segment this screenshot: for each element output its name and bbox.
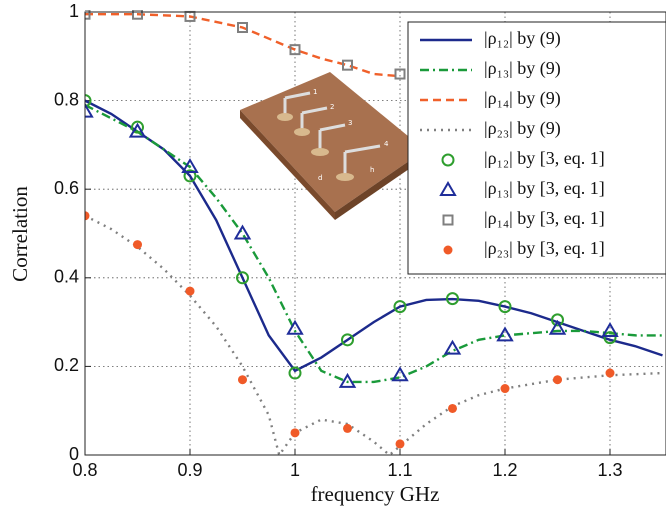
legend-label: |ρ₁₂| by [3, eq. 1] <box>484 148 605 168</box>
marker <box>548 319 567 335</box>
marker <box>238 375 247 385</box>
marker <box>603 331 617 345</box>
y-tick-label: 0.4 <box>54 267 79 287</box>
y-tick-label: 0.8 <box>54 89 79 109</box>
marker <box>233 224 252 240</box>
marker <box>85 102 94 118</box>
legend-marker <box>439 181 457 196</box>
marker <box>85 10 91 20</box>
y-tick-label: 0 <box>69 444 79 464</box>
x-axis-label: frequency GHz <box>311 482 440 506</box>
inset-label: d <box>318 174 322 182</box>
series-line <box>85 99 663 373</box>
marker <box>443 339 462 355</box>
legend-box <box>407 21 666 275</box>
plot-area <box>85 10 663 457</box>
legend-label: |ρ₂₃| by [3, eq. 1] <box>484 238 605 258</box>
legend-label: |ρ₁₄| by [3, eq. 1] <box>484 208 605 228</box>
marker <box>286 319 304 335</box>
marker <box>338 372 357 388</box>
marker <box>498 300 512 314</box>
x-tick-label: 0.8 <box>72 460 97 480</box>
pads <box>277 113 354 181</box>
marker <box>393 300 407 314</box>
marker <box>237 22 248 34</box>
marker <box>85 211 90 221</box>
x-tick-label: 1.2 <box>492 460 517 480</box>
marker <box>236 271 249 285</box>
legend-marker <box>443 245 453 255</box>
y-tick-label: 0.2 <box>54 355 79 375</box>
marker <box>553 375 562 385</box>
axes-frame <box>84 11 666 456</box>
marker <box>128 122 147 138</box>
marker <box>181 158 199 174</box>
marker <box>343 423 352 433</box>
monopoles <box>283 91 381 175</box>
legend-marker <box>441 153 455 167</box>
marker <box>288 366 302 380</box>
legend-label: |ρ₁₃| by (9) <box>484 58 561 79</box>
marker <box>131 120 144 134</box>
marker <box>601 321 619 337</box>
legend: |ρ₁₂| by (9) |ρ₁₃| by (9) |ρ₁₄| by (9) |ρ₂₃… <box>407 21 666 275</box>
legend-label: |ρ₁₂| by (9) <box>484 28 561 49</box>
series-line <box>85 214 663 457</box>
legend-label: |ρ₂₃| by (9) <box>484 118 561 139</box>
marker <box>185 286 195 296</box>
inset-label: 2 <box>330 103 334 111</box>
marker <box>342 59 353 71</box>
marker <box>85 94 92 108</box>
legend-marker <box>442 214 454 226</box>
legend-label: |ρ₁₃| by [3, eq. 1] <box>484 178 605 198</box>
marker <box>341 333 354 347</box>
series-line <box>85 103 663 384</box>
marker <box>500 384 510 394</box>
x-tick-label: 1.1 <box>387 460 412 480</box>
inset-label: 1 <box>313 88 317 96</box>
y-axis-label: Correlation <box>8 186 32 282</box>
marker <box>496 326 514 342</box>
inset-label: h <box>370 166 374 174</box>
marker <box>290 428 300 438</box>
inset-label: 3 <box>348 119 352 127</box>
marker <box>395 439 405 449</box>
x-tick-label: 0.9 <box>177 460 202 480</box>
x-tick-label: 1 <box>290 460 300 480</box>
marker <box>391 366 409 382</box>
y-tick-label: 0.6 <box>54 178 79 198</box>
marker <box>289 44 301 56</box>
inset-photo: 1 2 3 4 d h <box>240 72 425 220</box>
board-edge <box>240 110 335 220</box>
marker <box>446 292 459 306</box>
marker <box>551 313 564 327</box>
y-tick-label: 1 <box>69 1 79 21</box>
marker <box>605 368 615 378</box>
marker <box>448 403 457 413</box>
x-tick-label: 1.3 <box>597 460 622 480</box>
marker <box>132 10 143 20</box>
inset-label: 4 <box>384 140 389 148</box>
marker <box>394 68 406 80</box>
marker <box>183 169 197 183</box>
legend-label: |ρ₁₄| by (9) <box>484 88 561 109</box>
marker <box>133 240 142 250</box>
series-line <box>85 13 401 78</box>
board-edge <box>335 150 425 220</box>
